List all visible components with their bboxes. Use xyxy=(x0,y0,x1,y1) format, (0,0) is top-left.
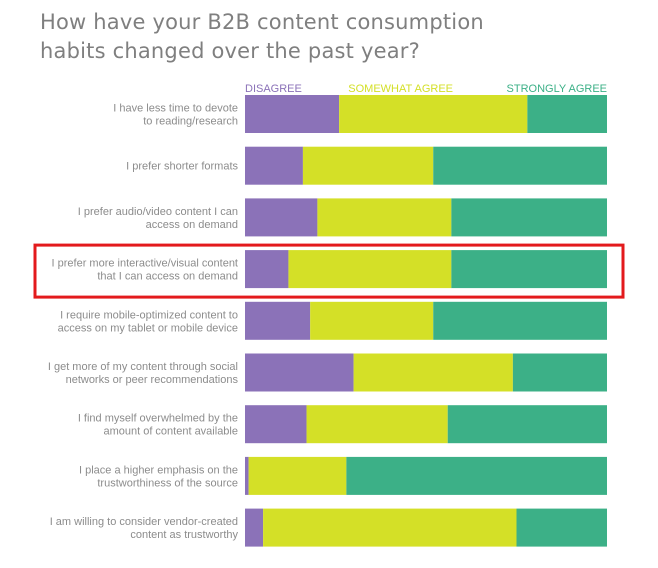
bar-row-8: I place a higher emphasis on thetrustwor… xyxy=(79,456,607,495)
bar-segment-disagree xyxy=(245,198,318,237)
bar-segment-disagree xyxy=(245,250,289,289)
row-label: I have less time to devote xyxy=(113,103,238,115)
row-label: trustworthiness of the source xyxy=(97,477,238,489)
bar-segment-disagree xyxy=(245,405,307,444)
row-label: I require mobile-optimized content to xyxy=(60,309,238,321)
chart-title: How have your B2B content consumption ha… xyxy=(40,8,640,66)
bar-segment-somewhat-agree xyxy=(306,405,448,444)
bar-segment-somewhat-agree xyxy=(310,301,434,340)
bar-row-4: I prefer more interactive/visual content… xyxy=(52,250,607,289)
bar-segment-somewhat-agree xyxy=(353,353,513,392)
row-label: access on my tablet or mobile device xyxy=(58,322,238,334)
highlight-box xyxy=(33,243,625,299)
legend-strongly-agree: STRONGLY AGREE xyxy=(507,83,607,95)
bar-segment-disagree xyxy=(245,456,249,495)
row-label: I prefer shorter formats xyxy=(126,161,238,173)
row-label: I get more of my content through social xyxy=(48,361,238,373)
bar-row-3: I prefer audio/video content I canaccess… xyxy=(78,198,607,237)
row-label: I place a higher emphasis on the xyxy=(79,464,238,476)
bar-segment-strongly-agree xyxy=(512,353,607,392)
bar-segment-somewhat-agree xyxy=(339,95,528,133)
legend-somewhat-agree: SOMEWHAT AGREE xyxy=(348,83,453,95)
row-label: content as trustworthy xyxy=(130,529,238,541)
row-label: I find myself overwhelmed by the xyxy=(78,413,238,425)
bar-segment-strongly-agree xyxy=(451,250,607,289)
bar-segment-strongly-agree xyxy=(451,198,607,237)
chart-title-line-1: How have your B2B content consumption xyxy=(40,10,484,34)
bar-segment-strongly-agree xyxy=(447,405,607,444)
legend: DISAGREE SOMEWHAT AGREE STRONGLY AGREE xyxy=(245,83,607,95)
bar-segment-strongly-agree xyxy=(433,301,607,340)
bar-row-5: I require mobile-optimized content toacc… xyxy=(58,301,607,340)
bar-segment-disagree xyxy=(245,353,354,392)
bar-segment-strongly-agree xyxy=(516,508,607,547)
bar-row-9: I am willing to consider vendor-createdc… xyxy=(50,508,607,547)
bar-segment-disagree xyxy=(245,508,264,547)
bar-segment-strongly-agree xyxy=(433,146,607,185)
bar-segment-somewhat-agree xyxy=(248,456,347,495)
bar-row-6: I get more of my content through socialn… xyxy=(48,353,607,392)
bar-segment-strongly-agree xyxy=(346,456,607,495)
bar-row-2: I prefer shorter formats xyxy=(126,146,607,185)
bar-segment-strongly-agree xyxy=(527,95,607,133)
bar-segment-somewhat-agree xyxy=(302,146,434,185)
legend-disagree: DISAGREE xyxy=(245,83,302,95)
row-label: I prefer audio/video content I can xyxy=(78,206,238,218)
row-label: access on demand xyxy=(146,219,238,231)
highlight-layer xyxy=(33,243,625,299)
bar-segment-disagree xyxy=(245,301,311,340)
row-label: amount of content available xyxy=(103,426,238,438)
bar-segment-somewhat-agree xyxy=(288,250,452,289)
bar-segment-somewhat-agree xyxy=(263,508,517,547)
bar-segment-disagree xyxy=(245,146,303,185)
bar-segment-disagree xyxy=(245,95,340,133)
row-label: I prefer more interactive/visual content xyxy=(52,258,238,270)
bar-segment-somewhat-agree xyxy=(317,198,452,237)
row-label: networks or peer recommendations xyxy=(66,374,239,386)
row-label: to reading/research xyxy=(143,116,238,128)
row-label: I am willing to consider vendor-created xyxy=(50,516,238,528)
chart-title-line-2: habits changed over the past year? xyxy=(40,39,420,63)
row-label: that I can access on demand xyxy=(97,271,238,283)
